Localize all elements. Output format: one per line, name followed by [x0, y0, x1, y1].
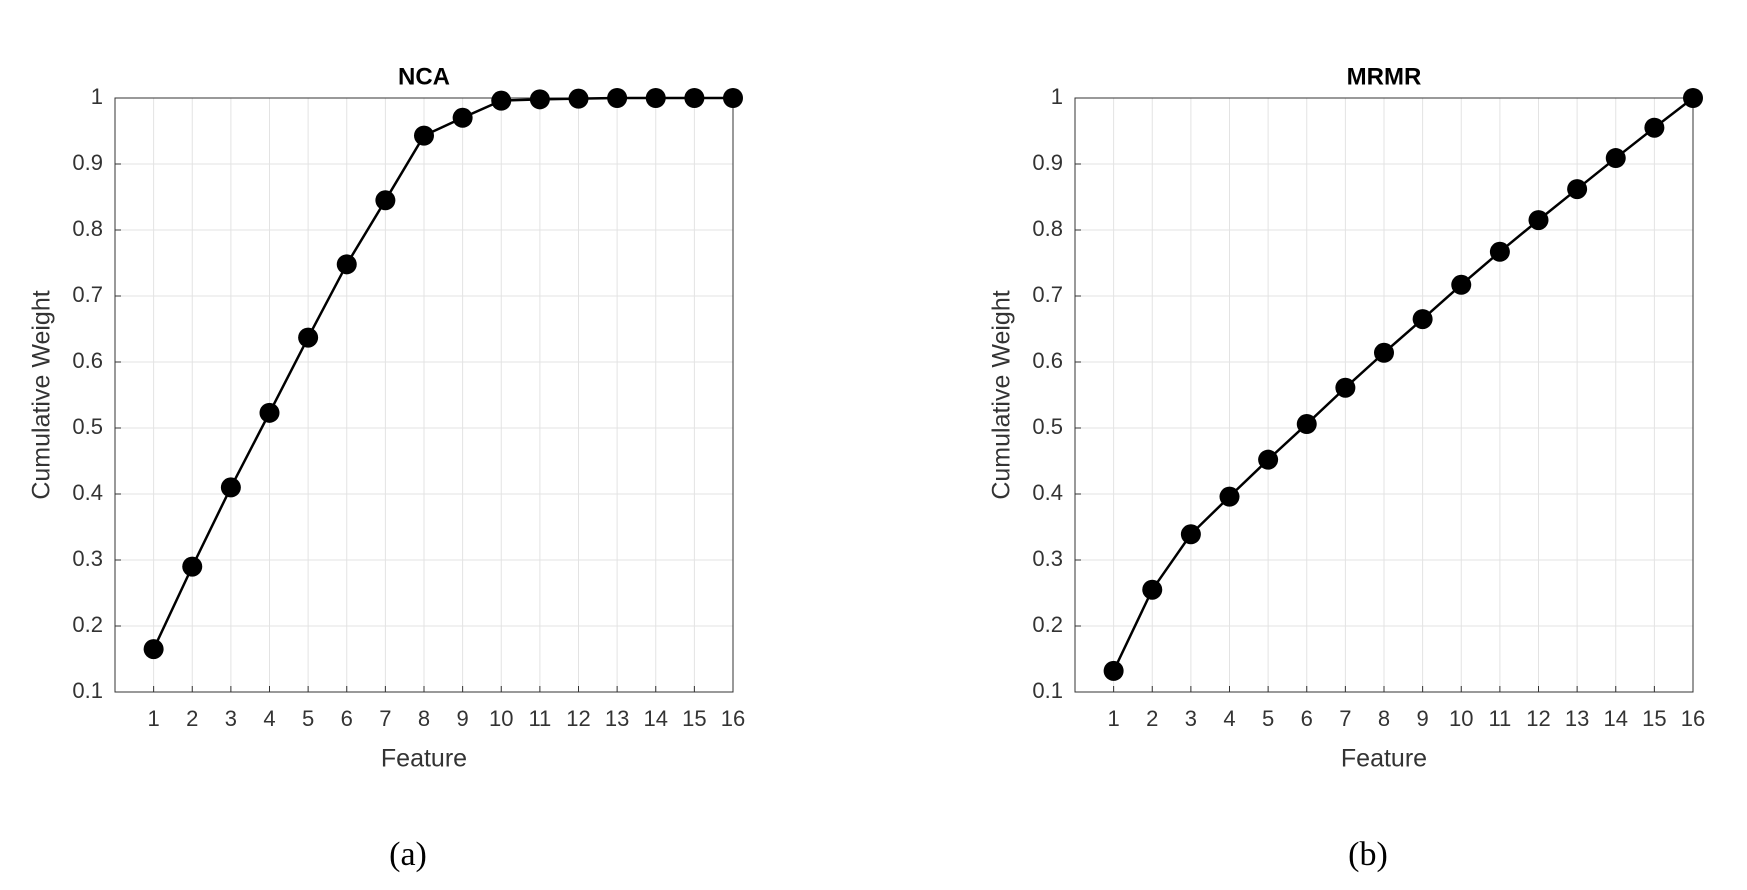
x-tick-label: 2 [186, 706, 198, 731]
data-point [1683, 88, 1703, 108]
x-tick-label: 15 [1642, 706, 1666, 731]
x-tick-label: 4 [263, 706, 275, 731]
data-point [143, 639, 164, 660]
y-tick-label: 0.9 [72, 150, 103, 175]
data-point [1180, 524, 1201, 545]
x-tick-label: 12 [566, 706, 590, 731]
data-point [684, 88, 705, 108]
y-tick-label: 0.9 [1032, 150, 1063, 175]
x-tick-label: 7 [379, 706, 391, 731]
y-tick-label: 0.1 [72, 678, 103, 703]
data-point [1644, 117, 1665, 138]
data-point [645, 88, 666, 108]
data-point [723, 88, 743, 108]
x-tick-label: 14 [644, 706, 668, 731]
data-point [1489, 241, 1510, 262]
plot-frame [114, 97, 734, 693]
y-tick-label: 0.5 [72, 414, 103, 439]
x-tick-label: 2 [1146, 706, 1158, 731]
y-tick-label: 1 [91, 84, 103, 109]
y-tick-label: 0.6 [72, 348, 103, 373]
data-point [1142, 579, 1163, 600]
x-tick-label: 5 [302, 706, 314, 731]
x-tick-label: 6 [341, 706, 353, 731]
y-tick-label: 0.7 [1032, 282, 1063, 307]
data-point [336, 254, 357, 275]
y-axis-label: Cumulative Weight [988, 290, 1016, 499]
x-tick-label: 4 [1223, 706, 1235, 731]
data-point [1296, 414, 1317, 435]
data-point [1219, 486, 1240, 507]
y-tick-label: 0.2 [72, 612, 103, 637]
data-point [375, 190, 396, 211]
y-tick-label: 0.8 [72, 216, 103, 241]
x-tick-label: 7 [1339, 706, 1351, 731]
x-axis-label: Feature [381, 745, 467, 773]
data-line [152, 96, 733, 650]
y-tick-label: 0.5 [1032, 414, 1063, 439]
data-point [1412, 309, 1433, 330]
chart-title: NCA [398, 63, 450, 90]
x-tick-label: 6 [1301, 706, 1313, 731]
data-point [1374, 342, 1394, 363]
y-tick-label: 0.1 [1032, 678, 1063, 703]
x-tick-label: 3 [1185, 706, 1197, 731]
data-point [607, 88, 628, 108]
y-axis-label: Cumulative Weight [28, 290, 56, 499]
y-tick-label: 0.4 [72, 480, 103, 505]
data-point [1103, 660, 1124, 681]
y-tick-label: 0.3 [72, 546, 103, 571]
x-tick-label: 11 [528, 706, 551, 731]
data-point [1605, 148, 1626, 169]
x-tick-label: 16 [1681, 706, 1705, 731]
x-tick-label: 10 [489, 706, 513, 731]
data-point [1335, 377, 1356, 398]
y-tick-label: 0.2 [1032, 612, 1063, 637]
x-tick-label: 13 [1565, 706, 1589, 731]
data-point [414, 125, 434, 146]
x-tick-label: 1 [1108, 706, 1120, 731]
x-tick-label: 13 [605, 706, 629, 731]
data-point [259, 402, 280, 423]
data-point [1567, 179, 1588, 200]
x-tick-label: 5 [1262, 706, 1274, 731]
y-tick-label: 1 [1051, 84, 1063, 109]
x-tick-label: 12 [1526, 706, 1550, 731]
data-point [1258, 449, 1279, 470]
y-tick-label: 0.7 [72, 282, 103, 307]
y-tick-label: 0.8 [1032, 216, 1063, 241]
y-tick-label: 0.4 [1032, 480, 1063, 505]
x-tick-label: 16 [721, 706, 745, 731]
data-point [1528, 210, 1549, 231]
y-tick-label: 0.3 [1032, 546, 1063, 571]
x-tick-label: 3 [225, 706, 237, 731]
chart-title: MRMR [1347, 63, 1422, 90]
data-point [1451, 274, 1472, 295]
x-tick-label: 10 [1449, 706, 1473, 731]
data-line [1112, 97, 1694, 672]
x-tick-label: 14 [1604, 706, 1628, 731]
x-tick-label: 8 [1378, 706, 1390, 731]
data-point [452, 107, 473, 128]
data-point [298, 327, 319, 348]
x-tick-label: 1 [148, 706, 160, 731]
x-axis-label: Feature [1341, 745, 1427, 773]
caption: (b) [1348, 836, 1388, 873]
x-tick-label: 11 [1488, 706, 1511, 731]
data-point [182, 556, 203, 577]
y-tick-label: 0.6 [1032, 348, 1063, 373]
data-point [529, 89, 550, 110]
x-tick-label: 9 [1417, 706, 1429, 731]
data-point [491, 90, 512, 111]
data-point [220, 477, 241, 498]
data-point [568, 88, 589, 109]
plot-frame [1074, 97, 1694, 693]
x-tick-label: 9 [457, 706, 469, 731]
caption: (a) [389, 836, 427, 873]
x-tick-label: 8 [418, 706, 430, 731]
x-tick-label: 15 [682, 706, 706, 731]
